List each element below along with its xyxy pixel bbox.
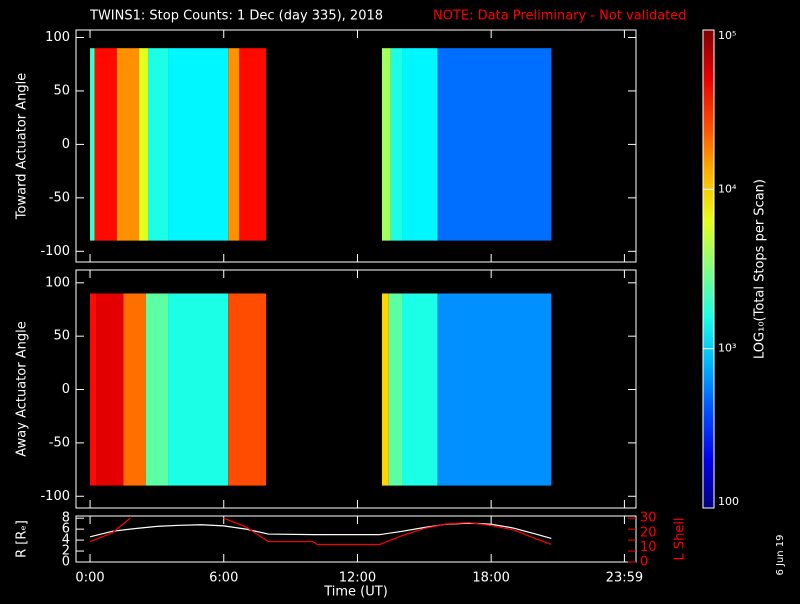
heat-cell	[123, 293, 146, 486]
x-tick-label: 12:00	[339, 571, 376, 586]
y-axis-label: R [Rₑ]	[15, 520, 30, 558]
heat-cell	[402, 293, 438, 486]
y-tick-label: 6	[62, 522, 70, 537]
colorbar-tick-label: 10⁵	[718, 29, 736, 42]
heat-cell	[390, 48, 403, 241]
note: NOTE: Data Preliminary - Not validated	[433, 9, 687, 24]
heat-cell	[402, 48, 438, 241]
y-axis-label: Away Actuator Angle	[15, 321, 30, 456]
y-tick-label: 50	[53, 83, 70, 98]
title: TWINS1: Stop Counts: 1 Dec (day 335), 20…	[89, 9, 383, 24]
y2-axis-label: L Shell	[673, 517, 688, 560]
y2-tick-label: 10	[640, 540, 657, 555]
colorbar-label: LOG₁₀(Total Stops per Scan)	[753, 179, 768, 359]
data-line	[89, 522, 552, 540]
y-tick-label: 0	[62, 555, 70, 570]
heat-cell	[116, 48, 140, 241]
heat-cell	[139, 48, 148, 241]
heat-cell	[168, 48, 229, 241]
y-tick-label: -50	[49, 435, 70, 450]
y-tick-label: 50	[53, 329, 70, 344]
y-tick-label: 0	[62, 382, 70, 397]
heat-cell	[90, 293, 97, 486]
data-line	[89, 517, 552, 546]
y-tick-label: 0	[62, 137, 70, 152]
y-tick-label: 2	[62, 544, 70, 559]
heat-cell	[145, 293, 169, 486]
plot-frame	[75, 29, 637, 263]
plot-frame	[75, 515, 637, 563]
y2-tick-label: 20	[640, 525, 657, 540]
x-tick-label: 23:59	[606, 571, 643, 586]
heat-cell	[437, 48, 552, 241]
lines	[89, 517, 552, 546]
colorbar-tick-label: 100	[718, 495, 739, 508]
heat-cell	[147, 48, 169, 241]
heat-cell	[94, 48, 117, 241]
y-tick-label: 4	[62, 533, 70, 548]
heat-cell	[381, 48, 391, 241]
heat-cell	[381, 293, 389, 486]
heat-cell	[437, 293, 552, 486]
heat-cell	[228, 293, 267, 486]
heat-cell	[90, 48, 95, 241]
x-tick-label: 6:00	[209, 571, 238, 586]
colorbar-tick-label: 10³	[718, 342, 736, 355]
y-tick-label: 8	[62, 511, 70, 526]
x-tick-label: 0:00	[75, 571, 104, 586]
colorbar-tick-label: 10⁴	[718, 182, 737, 195]
y-tick-label: 100	[45, 275, 70, 290]
colorbar	[702, 29, 715, 509]
y-tick-label: 100	[45, 30, 70, 45]
plot-frame	[75, 269, 637, 509]
date-stamp: 6 Jun 19	[775, 534, 786, 575]
heat-cell	[228, 48, 240, 241]
heat-cell	[388, 293, 403, 486]
heat-cell	[168, 293, 229, 486]
heat-cell	[239, 48, 267, 241]
y-tick-label: -100	[40, 244, 70, 259]
x-tick-label: 18:00	[472, 571, 509, 586]
y-tick-label: -100	[40, 489, 70, 504]
heat-cell	[96, 293, 124, 486]
y-tick-label: -50	[49, 190, 70, 205]
y2-tick-label: 30	[640, 511, 657, 526]
y-axis-label: Toward Actuator Angle	[15, 73, 30, 220]
x-axis-label: Time (UT)	[323, 585, 388, 600]
y2-tick-label: 0	[640, 555, 648, 570]
